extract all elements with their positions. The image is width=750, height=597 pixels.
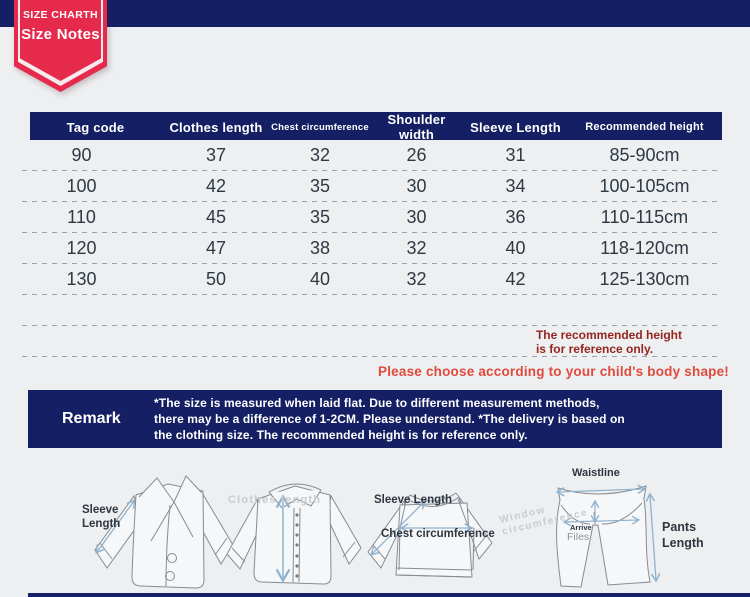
cell-sleeve: 34 (505, 176, 526, 196)
jacket-sleeve-label: Sleeve Length (82, 504, 121, 530)
cell-sleeve: 42 (505, 269, 526, 289)
cell-clothes-length: 45 (205, 207, 227, 227)
remark-line2: there may be a difference of 1-2CM. Plea… (154, 412, 625, 426)
cell-tag-code: 130 (66, 269, 97, 289)
remark-bar: Remark *The size is measured when laid f… (28, 390, 722, 448)
table-row: 110 45 35 30 36 110-115cm (22, 202, 722, 233)
cell-shoulder: 26 (406, 145, 427, 165)
cell-height: 85-90cm (609, 145, 680, 165)
cell-height: 100-105cm (599, 176, 690, 196)
cell-shoulder: 30 (406, 176, 427, 196)
remark-line3: the clothing size. The recommended heigh… (154, 428, 528, 442)
table-row: 90 37 32 26 31 85-90cm (22, 140, 722, 171)
col-header-recommended-height: Recommended height (585, 121, 704, 133)
clothes-length-watermark: Clothes length (228, 494, 322, 506)
measurement-diagrams: Sleeve Length Clothes length Sleeve Leng… (0, 455, 750, 597)
remark-text: *The size is measured when laid flat. Du… (154, 395, 625, 443)
waistline-arrow (555, 484, 647, 497)
garment-line-art (94, 475, 661, 589)
cell-shoulder: 32 (406, 269, 427, 289)
table-row: 130 50 40 32 42 125-130cm (22, 264, 722, 295)
table-row: 100 42 35 30 34 100-105cm (22, 171, 722, 202)
pants-length-label: Pants Length (662, 520, 704, 550)
size-table-header: Tag code Clothes length Chest circumfere… (30, 112, 722, 142)
sweater-chest-label: Chest circumference (381, 528, 495, 540)
cell-height: 110-115cm (600, 207, 689, 227)
cell-chest: 32 (309, 145, 331, 165)
reference-note-line1: The recommended height (535, 328, 682, 342)
size-notes-ribbon: SIZE CHARTH Size Notes (14, 0, 107, 92)
cell-clothes-length: 47 (205, 238, 227, 258)
col-header-sleeve-length: Sleeve Length (470, 119, 561, 135)
cell-tag-code: 90 (71, 145, 92, 165)
cell-clothes-length: 42 (205, 176, 227, 196)
bottom-navy-strip (28, 593, 750, 597)
ribbon-subtitle: Size Notes (21, 26, 100, 43)
ribbon-title: SIZE CHARTH (23, 9, 98, 21)
table-row: 120 47 38 32 40 118-120cm (22, 233, 722, 264)
cell-tag-code: 120 (66, 238, 97, 258)
top-navy-bar (0, 0, 750, 27)
cell-chest: 38 (309, 238, 331, 258)
jacket-diagram (94, 475, 234, 589)
cell-height: 118-120cm (600, 238, 689, 258)
col-header-clothes-length: Clothes length (169, 119, 263, 135)
empty-row (22, 295, 722, 326)
remark-line1: *The size is measured when laid flat. Du… (154, 396, 600, 410)
cell-shoulder: 30 (406, 207, 427, 227)
cell-sleeve: 36 (505, 207, 526, 227)
jacket-sleeve-arrow (95, 498, 136, 555)
arrive-label: Arrive (570, 523, 592, 532)
cell-chest: 35 (309, 176, 331, 196)
body-shape-alert: Please choose according to your child's … (378, 364, 729, 379)
cell-height: 125-130cm (599, 269, 690, 289)
reference-note: The recommended height is for reference … (535, 328, 682, 356)
sweater-sleeve-arrow (370, 500, 426, 556)
pants-length-arrow (645, 492, 661, 583)
col-header-chest-circumference: Chest circumference (271, 121, 369, 133)
reference-note-line2: is for reference only. (535, 341, 654, 356)
cell-clothes-length: 50 (205, 269, 227, 289)
cell-sleeve: 40 (505, 238, 526, 258)
col-header-shoulder-width: Shoulder width (387, 112, 446, 142)
reference-note-row: The recommended height is for reference … (22, 326, 722, 357)
size-table: Tag code Clothes length Chest circumfere… (22, 112, 729, 379)
cell-chest: 40 (309, 269, 331, 289)
remark-label: Remark (62, 410, 121, 427)
waistline-label: Waistline (572, 467, 620, 479)
col-header-tag-code: Tag code (66, 119, 125, 135)
cell-shoulder: 32 (406, 238, 427, 258)
cell-sleeve: 31 (505, 145, 526, 165)
cell-tag-code: 100 (66, 176, 97, 196)
sweater-sleeve-label: Sleeve Length (374, 494, 452, 506)
cell-clothes-length: 37 (205, 145, 227, 165)
cell-tag-code: 110 (67, 207, 96, 227)
files-label: Files (567, 531, 590, 543)
cell-chest: 35 (309, 207, 331, 227)
hip-arrow (562, 515, 641, 527)
